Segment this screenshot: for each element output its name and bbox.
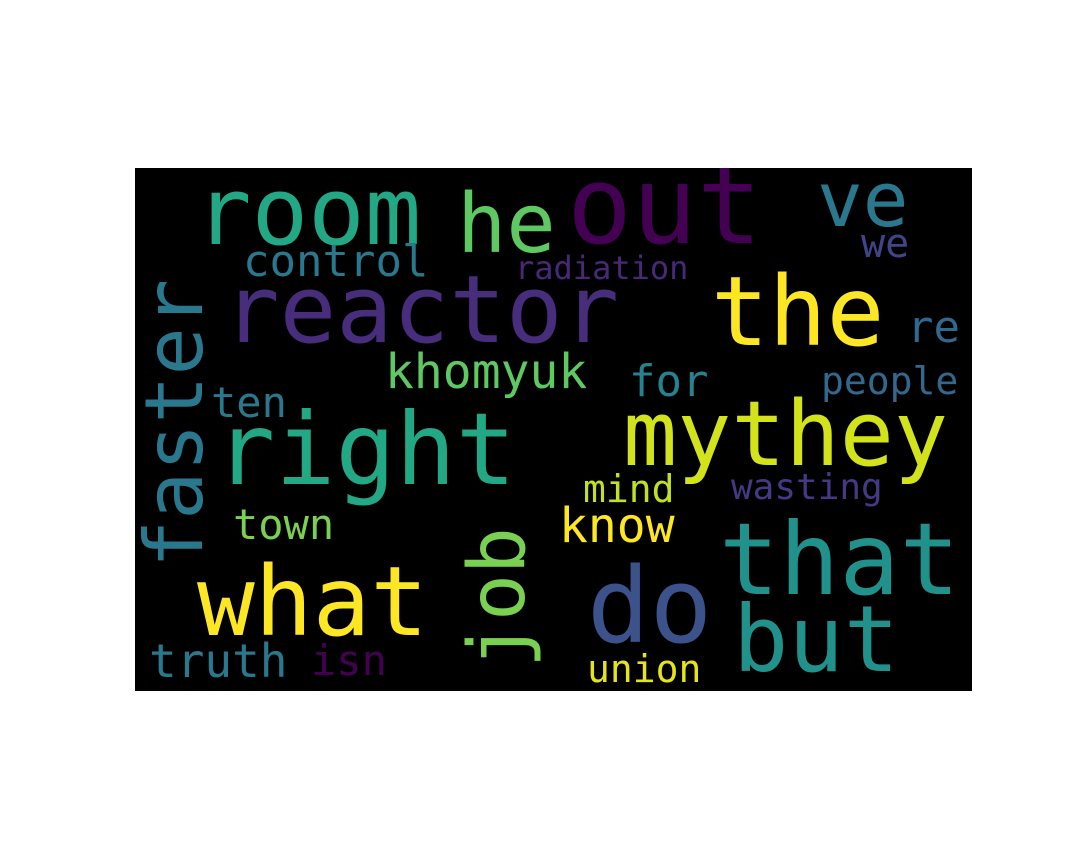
word-room: room (195, 168, 422, 267)
word-cloud: room he out ve we control radiation reac… (135, 168, 972, 691)
word-re: re (907, 302, 960, 353)
word-control: control (243, 236, 429, 287)
word-ten: ten (211, 378, 287, 427)
word-we: we (861, 221, 910, 267)
word-truth: truth (149, 634, 288, 688)
word-right: right (215, 391, 517, 508)
word-but: but (733, 586, 900, 691)
word-radiation: radiation (515, 249, 689, 287)
word-ve: ve (817, 168, 909, 244)
word-the: the (711, 256, 885, 368)
word-faster: faster (135, 279, 221, 568)
word-town: town (233, 500, 335, 549)
word-wasting: wasting (731, 467, 883, 508)
word-that: that (719, 501, 960, 618)
word-what: what (197, 546, 429, 658)
word-reactor: reactor (223, 256, 620, 365)
word-mind: mind (583, 467, 675, 511)
word-khomyuk: khomyuk (385, 344, 588, 400)
word-out: out (567, 168, 763, 269)
word-for: for (629, 356, 709, 407)
word-he: he (457, 177, 556, 272)
word-people: people (821, 359, 959, 403)
word-isn: isn (311, 636, 387, 685)
word-do: do (587, 545, 713, 667)
word-mythey: mythey (623, 382, 949, 487)
word-union: union (587, 647, 702, 691)
word-know: know (559, 498, 675, 554)
word-job: job (453, 527, 543, 668)
